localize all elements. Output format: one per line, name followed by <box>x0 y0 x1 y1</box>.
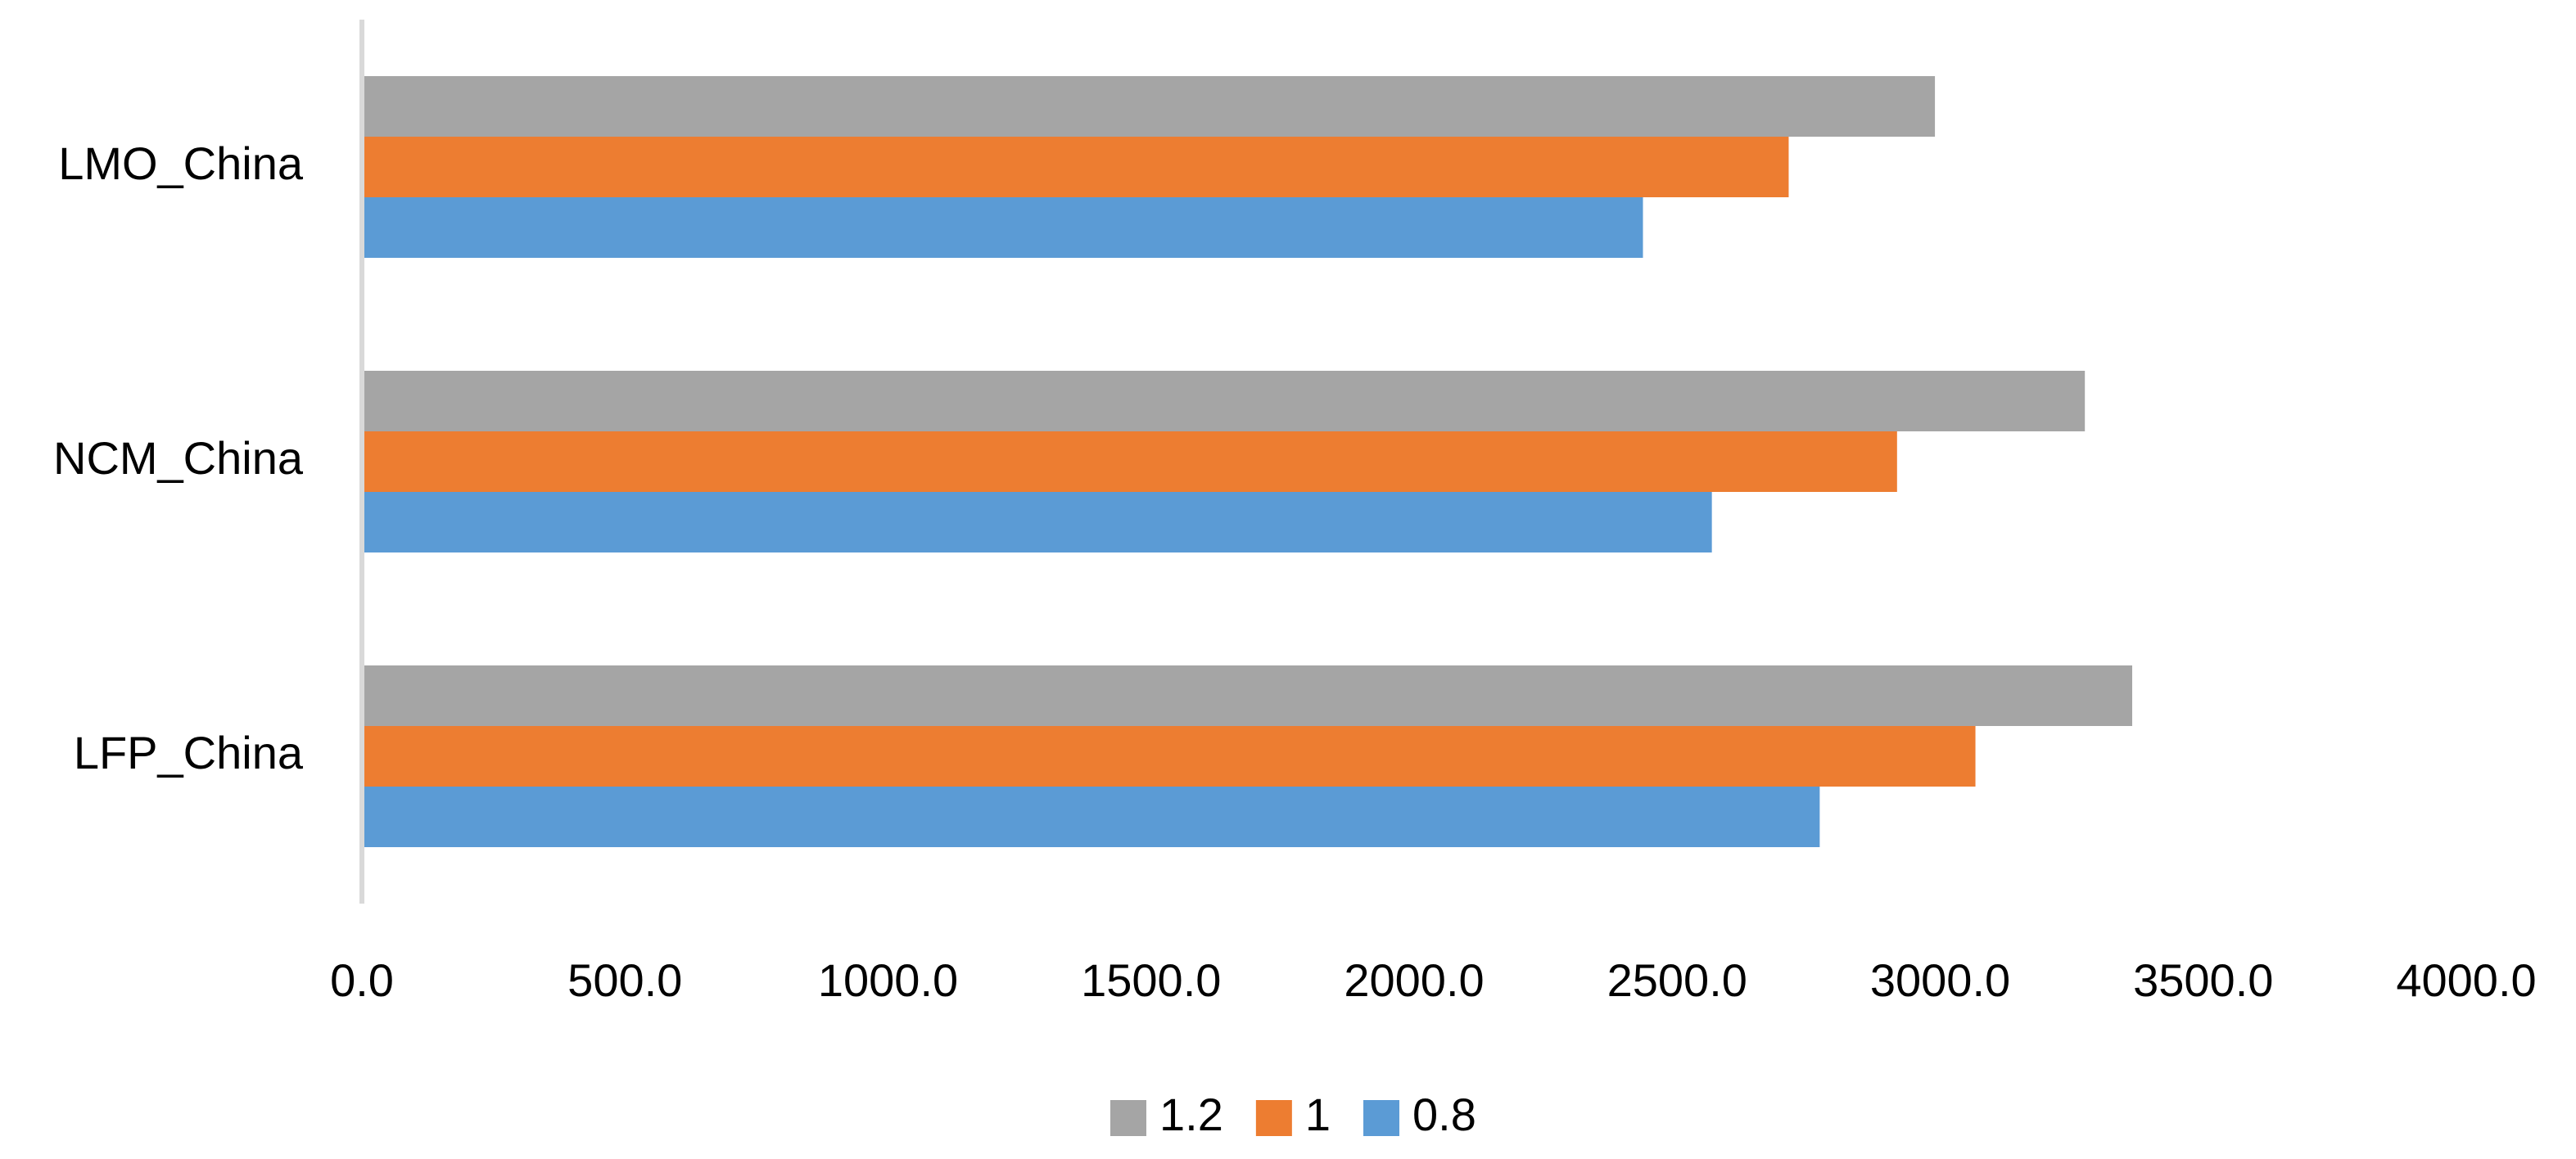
x-tick-label: 3500.0 <box>2133 954 2273 1006</box>
x-tick-label: 2500.0 <box>1607 954 1747 1006</box>
legend-swatch <box>1363 1100 1400 1136</box>
x-tick-label: 500.0 <box>567 954 682 1006</box>
x-tick-label: 1000.0 <box>818 954 958 1006</box>
bar <box>362 76 1936 137</box>
legend-label: 1.2 <box>1159 1089 1223 1140</box>
bar <box>362 371 2086 431</box>
y-tick-label: LFP_China <box>74 727 304 778</box>
legend-swatch <box>1110 1100 1146 1136</box>
x-tick-label: 3000.0 <box>1870 954 2010 1006</box>
legend-label: 1 <box>1305 1089 1331 1140</box>
x-tick-label: 1500.0 <box>1081 954 1221 1006</box>
bar <box>362 197 1643 258</box>
bar <box>362 492 1712 552</box>
y-tick-label: LMO_China <box>58 138 304 189</box>
legend-swatch <box>1255 1100 1292 1136</box>
y-tick-label: NCM_China <box>53 432 304 484</box>
x-tick-label: 4000.0 <box>2396 954 2536 1006</box>
bar <box>362 431 1897 492</box>
bar <box>362 726 1976 787</box>
bar <box>362 665 2133 726</box>
x-tick-label: 0.0 <box>330 954 394 1006</box>
bar <box>362 137 1789 197</box>
bar <box>362 787 1820 847</box>
x-tick-label: 2000.0 <box>1344 954 1484 1006</box>
legend-label: 0.8 <box>1412 1089 1476 1140</box>
